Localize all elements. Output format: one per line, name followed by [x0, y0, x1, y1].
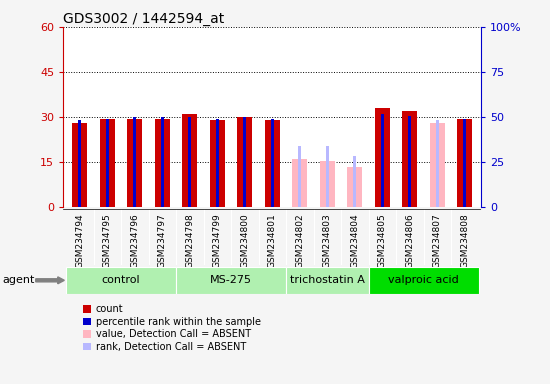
Bar [100, 119, 115, 207]
Bar [457, 119, 472, 207]
Legend: count, percentile rank within the sample, value, Detection Call = ABSENT, rank, : count, percentile rank within the sample… [79, 301, 265, 356]
Bar [436, 120, 439, 207]
Bar [161, 117, 164, 207]
Text: control: control [102, 275, 140, 285]
Bar [237, 117, 252, 207]
Bar [271, 119, 274, 207]
Text: GSM234798: GSM234798 [185, 214, 194, 268]
Text: GSM234806: GSM234806 [405, 214, 414, 268]
Bar [326, 146, 329, 207]
Text: GSM234794: GSM234794 [75, 214, 84, 268]
Bar [188, 117, 191, 207]
Bar [155, 119, 170, 207]
Bar [176, 267, 286, 294]
Bar [210, 120, 225, 207]
Text: GSM234808: GSM234808 [460, 214, 469, 268]
Text: GSM234803: GSM234803 [323, 214, 332, 268]
Text: GSM234801: GSM234801 [268, 214, 277, 268]
Bar [78, 120, 81, 207]
Bar [436, 120, 439, 207]
Bar [66, 267, 176, 294]
Text: GSM234799: GSM234799 [213, 214, 222, 268]
Text: GSM234795: GSM234795 [103, 214, 112, 268]
Text: GDS3002 / 1442594_at: GDS3002 / 1442594_at [63, 12, 224, 26]
Bar [430, 123, 445, 207]
Bar [320, 161, 335, 207]
Bar [265, 120, 280, 207]
Text: GSM234802: GSM234802 [295, 214, 304, 268]
Text: trichostatin A: trichostatin A [290, 275, 365, 285]
Bar [243, 117, 246, 207]
Bar [368, 267, 478, 294]
Text: agent: agent [3, 275, 35, 285]
Text: GSM234807: GSM234807 [433, 214, 442, 268]
Bar [402, 111, 417, 207]
Bar [106, 119, 109, 207]
Bar [463, 119, 466, 207]
Bar [182, 114, 197, 207]
Bar [292, 159, 307, 207]
Bar [72, 123, 87, 207]
Bar [286, 267, 368, 294]
Text: GSM234796: GSM234796 [130, 214, 139, 268]
Bar [298, 146, 301, 207]
Text: GSM234800: GSM234800 [240, 214, 249, 268]
Bar [353, 156, 356, 207]
Text: MS-275: MS-275 [210, 275, 252, 285]
Text: GSM234804: GSM234804 [350, 214, 359, 268]
Text: GSM234797: GSM234797 [158, 214, 167, 268]
Text: GSM234805: GSM234805 [378, 214, 387, 268]
Text: valproic acid: valproic acid [388, 275, 459, 285]
Bar [375, 108, 390, 207]
Bar [216, 119, 219, 207]
Bar [127, 119, 142, 207]
Bar [133, 117, 136, 207]
Bar [408, 116, 411, 207]
Bar [381, 114, 384, 207]
Bar [347, 167, 362, 207]
